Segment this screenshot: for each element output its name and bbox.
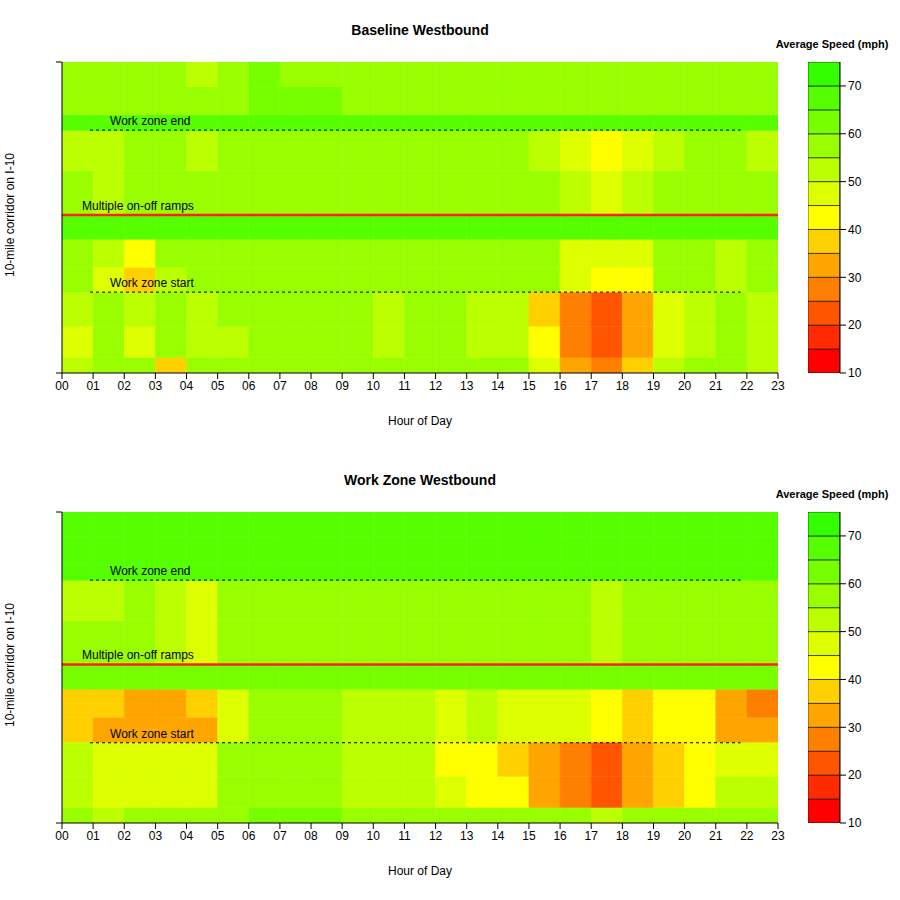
svg-text:19: 19 <box>647 379 661 393</box>
svg-text:Work zone end: Work zone end <box>110 114 191 128</box>
svg-text:15: 15 <box>522 829 536 843</box>
svg-text:Multiple on-off ramps: Multiple on-off ramps <box>82 199 194 213</box>
svg-text:07: 07 <box>273 829 287 843</box>
svg-text:00: 00 <box>55 829 69 843</box>
svg-text:03: 03 <box>149 829 163 843</box>
svg-text:23: 23 <box>771 379 785 393</box>
svg-text:05: 05 <box>211 829 225 843</box>
svg-text:Work zone start: Work zone start <box>110 276 194 290</box>
svg-text:14: 14 <box>491 829 505 843</box>
svg-text:60: 60 <box>848 127 862 141</box>
svg-text:08: 08 <box>304 379 318 393</box>
svg-text:22: 22 <box>740 379 754 393</box>
svg-text:15: 15 <box>522 379 536 393</box>
svg-text:40: 40 <box>848 223 862 237</box>
svg-text:12: 12 <box>429 379 443 393</box>
svg-text:04: 04 <box>180 829 194 843</box>
svg-text:21: 21 <box>709 379 723 393</box>
svg-text:02: 02 <box>118 829 132 843</box>
svg-text:50: 50 <box>848 175 862 189</box>
svg-text:60: 60 <box>848 577 862 591</box>
svg-text:09: 09 <box>335 829 349 843</box>
svg-text:12: 12 <box>429 829 443 843</box>
svg-text:23: 23 <box>771 829 785 843</box>
svg-text:00: 00 <box>55 379 69 393</box>
svg-text:20: 20 <box>678 379 692 393</box>
html-text:Baseline Westbound: Baseline Westbound <box>351 22 489 38</box>
svg-text:70: 70 <box>848 79 862 93</box>
html-text:Work Zone Westbound: Work Zone Westbound <box>344 472 496 488</box>
svg-text:13: 13 <box>460 379 474 393</box>
svg-text:Hour of Day: Hour of Day <box>388 864 452 878</box>
svg-text:50: 50 <box>848 625 862 639</box>
svg-text:10: 10 <box>367 379 381 393</box>
svg-text:16: 16 <box>553 379 567 393</box>
svg-text:Multiple on-off ramps: Multiple on-off ramps <box>82 648 194 662</box>
html-text:10-mile corridor on I-10: 10-mile corridor on I-10 <box>3 153 17 277</box>
svg-text:18: 18 <box>616 829 630 843</box>
svg-text:40: 40 <box>848 673 862 687</box>
svg-text:09: 09 <box>335 379 349 393</box>
svg-text:20: 20 <box>678 829 692 843</box>
svg-text:30: 30 <box>848 721 862 735</box>
svg-text:06: 06 <box>242 379 256 393</box>
svg-text:03: 03 <box>149 379 163 393</box>
svg-text:30: 30 <box>848 271 862 285</box>
svg-text:21: 21 <box>709 829 723 843</box>
svg-text:04: 04 <box>180 379 194 393</box>
svg-text:06: 06 <box>242 829 256 843</box>
svg-text:01: 01 <box>86 379 100 393</box>
svg-text:17: 17 <box>585 829 599 843</box>
svg-text:16: 16 <box>553 829 567 843</box>
svg-text:Work zone start: Work zone start <box>110 727 194 741</box>
svg-text:Work zone end: Work zone end <box>110 564 191 578</box>
svg-text:13: 13 <box>460 829 474 843</box>
svg-text:17: 17 <box>585 379 599 393</box>
svg-text:02: 02 <box>118 379 132 393</box>
svg-text:10: 10 <box>848 366 862 380</box>
svg-text:70: 70 <box>848 529 862 543</box>
svg-text:19: 19 <box>647 829 661 843</box>
svg-text:05: 05 <box>211 379 225 393</box>
svg-text:10: 10 <box>848 816 862 830</box>
svg-text:Hour of Day: Hour of Day <box>388 414 452 428</box>
svg-text:10: 10 <box>367 829 381 843</box>
svg-text:11: 11 <box>398 829 411 843</box>
svg-text:18: 18 <box>616 379 630 393</box>
svg-text:14: 14 <box>491 379 505 393</box>
html-text:10-mile corridor on I-10: 10-mile corridor on I-10 <box>3 603 17 727</box>
html-text:Average Speed (mph): Average Speed (mph) <box>775 38 889 50</box>
svg-text:20: 20 <box>848 318 862 332</box>
svg-text:22: 22 <box>740 829 754 843</box>
html-text:Average Speed (mph): Average Speed (mph) <box>775 488 889 500</box>
svg-text:01: 01 <box>86 829 100 843</box>
svg-text:20: 20 <box>848 768 862 782</box>
svg-text:07: 07 <box>273 379 287 393</box>
svg-text:08: 08 <box>304 829 318 843</box>
svg-text:11: 11 <box>398 379 411 393</box>
